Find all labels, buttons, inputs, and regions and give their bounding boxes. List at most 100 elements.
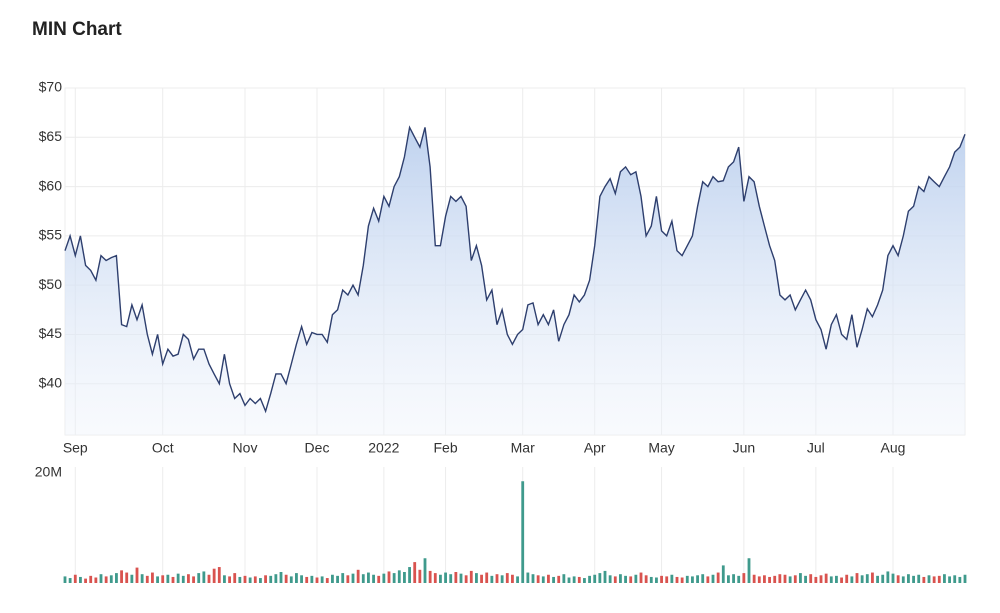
volume-bar xyxy=(505,573,509,583)
volume-bar xyxy=(243,575,247,583)
volume-bar xyxy=(264,575,267,583)
volume-bar xyxy=(382,573,386,583)
volume-bar xyxy=(804,575,807,583)
volume-bar xyxy=(228,576,231,583)
x-tick-label: Sep xyxy=(63,440,88,456)
volume-bar xyxy=(377,575,381,583)
volume-bar xyxy=(459,573,463,583)
volume-bar xyxy=(259,578,262,583)
volume-bar xyxy=(562,574,566,583)
volume-bar xyxy=(624,575,627,583)
volume-bar xyxy=(696,575,699,583)
volume-bar xyxy=(161,575,165,583)
volume-bar xyxy=(341,573,345,583)
volume-bar xyxy=(927,575,931,583)
volume-bar xyxy=(145,575,149,583)
x-tick-label: Mar xyxy=(511,440,535,456)
volume-bar xyxy=(691,576,694,583)
volume-bar xyxy=(212,568,216,583)
volume-bar xyxy=(439,574,442,583)
volume-bar xyxy=(289,576,293,583)
volume-bar xyxy=(613,576,617,583)
volume-bar xyxy=(732,574,735,583)
volume-bar xyxy=(320,576,324,583)
volume-bar xyxy=(171,576,175,583)
volume-bar xyxy=(778,574,782,583)
chart-title: MIN Chart xyxy=(32,19,122,40)
x-tick-label: Feb xyxy=(434,440,458,456)
volume-bar xyxy=(824,573,828,583)
volume-bar xyxy=(526,572,530,583)
price-area xyxy=(65,127,965,436)
y-tick-label: $40 xyxy=(39,374,63,390)
volume-bar xyxy=(757,576,761,583)
volume-bar xyxy=(73,574,77,583)
volume-bar xyxy=(372,574,375,583)
volume-bar xyxy=(166,574,170,583)
volume-bar xyxy=(588,575,591,583)
y-tick-label: $45 xyxy=(39,325,63,341)
volume-bar xyxy=(151,572,154,583)
volume-bar xyxy=(886,571,890,583)
y-tick-label: $50 xyxy=(39,276,63,292)
volume-bar xyxy=(403,572,406,583)
volume-bar xyxy=(727,575,730,583)
volume-bar xyxy=(598,573,602,583)
volume-bar xyxy=(68,578,72,583)
y-tick-label: $55 xyxy=(39,227,63,243)
volume-bar xyxy=(922,576,926,583)
volume-bar xyxy=(99,574,103,583)
volume-bar xyxy=(181,575,185,583)
volume-bar xyxy=(937,575,941,583)
volume-bar xyxy=(495,574,499,583)
volume-bar xyxy=(130,574,134,583)
volume-bar xyxy=(819,575,823,583)
volume-bar xyxy=(279,572,283,583)
volume-bar xyxy=(557,575,561,583)
x-tick-label: Aug xyxy=(881,440,906,456)
volume-bar xyxy=(855,573,859,583)
volume-bar xyxy=(912,575,915,583)
x-tick-label: May xyxy=(648,440,674,456)
price-line xyxy=(64,125,966,414)
volume-bar xyxy=(680,577,684,583)
y-tick-label: $65 xyxy=(39,128,63,144)
volume-bar xyxy=(408,567,411,583)
volume-bar xyxy=(577,576,581,583)
volume-bar xyxy=(295,573,298,583)
volume-bar xyxy=(860,575,864,583)
volume-bar xyxy=(711,574,715,583)
volume-bar xyxy=(917,574,921,583)
volume-bar xyxy=(763,575,766,583)
volume-bar xyxy=(655,577,658,583)
volume-bar xyxy=(737,575,741,583)
volume-bar xyxy=(552,576,555,583)
x-tick-label: Oct xyxy=(152,440,174,456)
volume-bar xyxy=(84,578,87,583)
volume-bar xyxy=(773,575,777,583)
volume-bar xyxy=(783,574,787,583)
volume-bar xyxy=(135,567,139,583)
volume-bar xyxy=(850,576,854,583)
volume-bar xyxy=(367,572,370,583)
volume-bar xyxy=(901,576,905,583)
volume-bar xyxy=(120,570,123,583)
volume-bar xyxy=(639,572,643,583)
volume-bar xyxy=(871,572,874,583)
volume-bar xyxy=(840,577,843,583)
volume-bar xyxy=(397,570,401,583)
volume-bar xyxy=(793,575,797,583)
volume-bar xyxy=(104,576,108,583)
volume-bar xyxy=(511,574,514,583)
volume-bar xyxy=(799,573,802,583)
volume-bar xyxy=(547,574,550,583)
volume-bar xyxy=(469,570,473,583)
x-tick-label: Jul xyxy=(807,440,825,456)
volume-bar xyxy=(943,574,946,583)
volume-bar xyxy=(140,574,144,583)
volume-bar xyxy=(331,574,334,583)
volume-bar xyxy=(953,575,957,583)
volume-bar xyxy=(516,576,519,583)
volume-bar xyxy=(336,575,339,583)
x-tick-label: Apr xyxy=(584,440,606,456)
